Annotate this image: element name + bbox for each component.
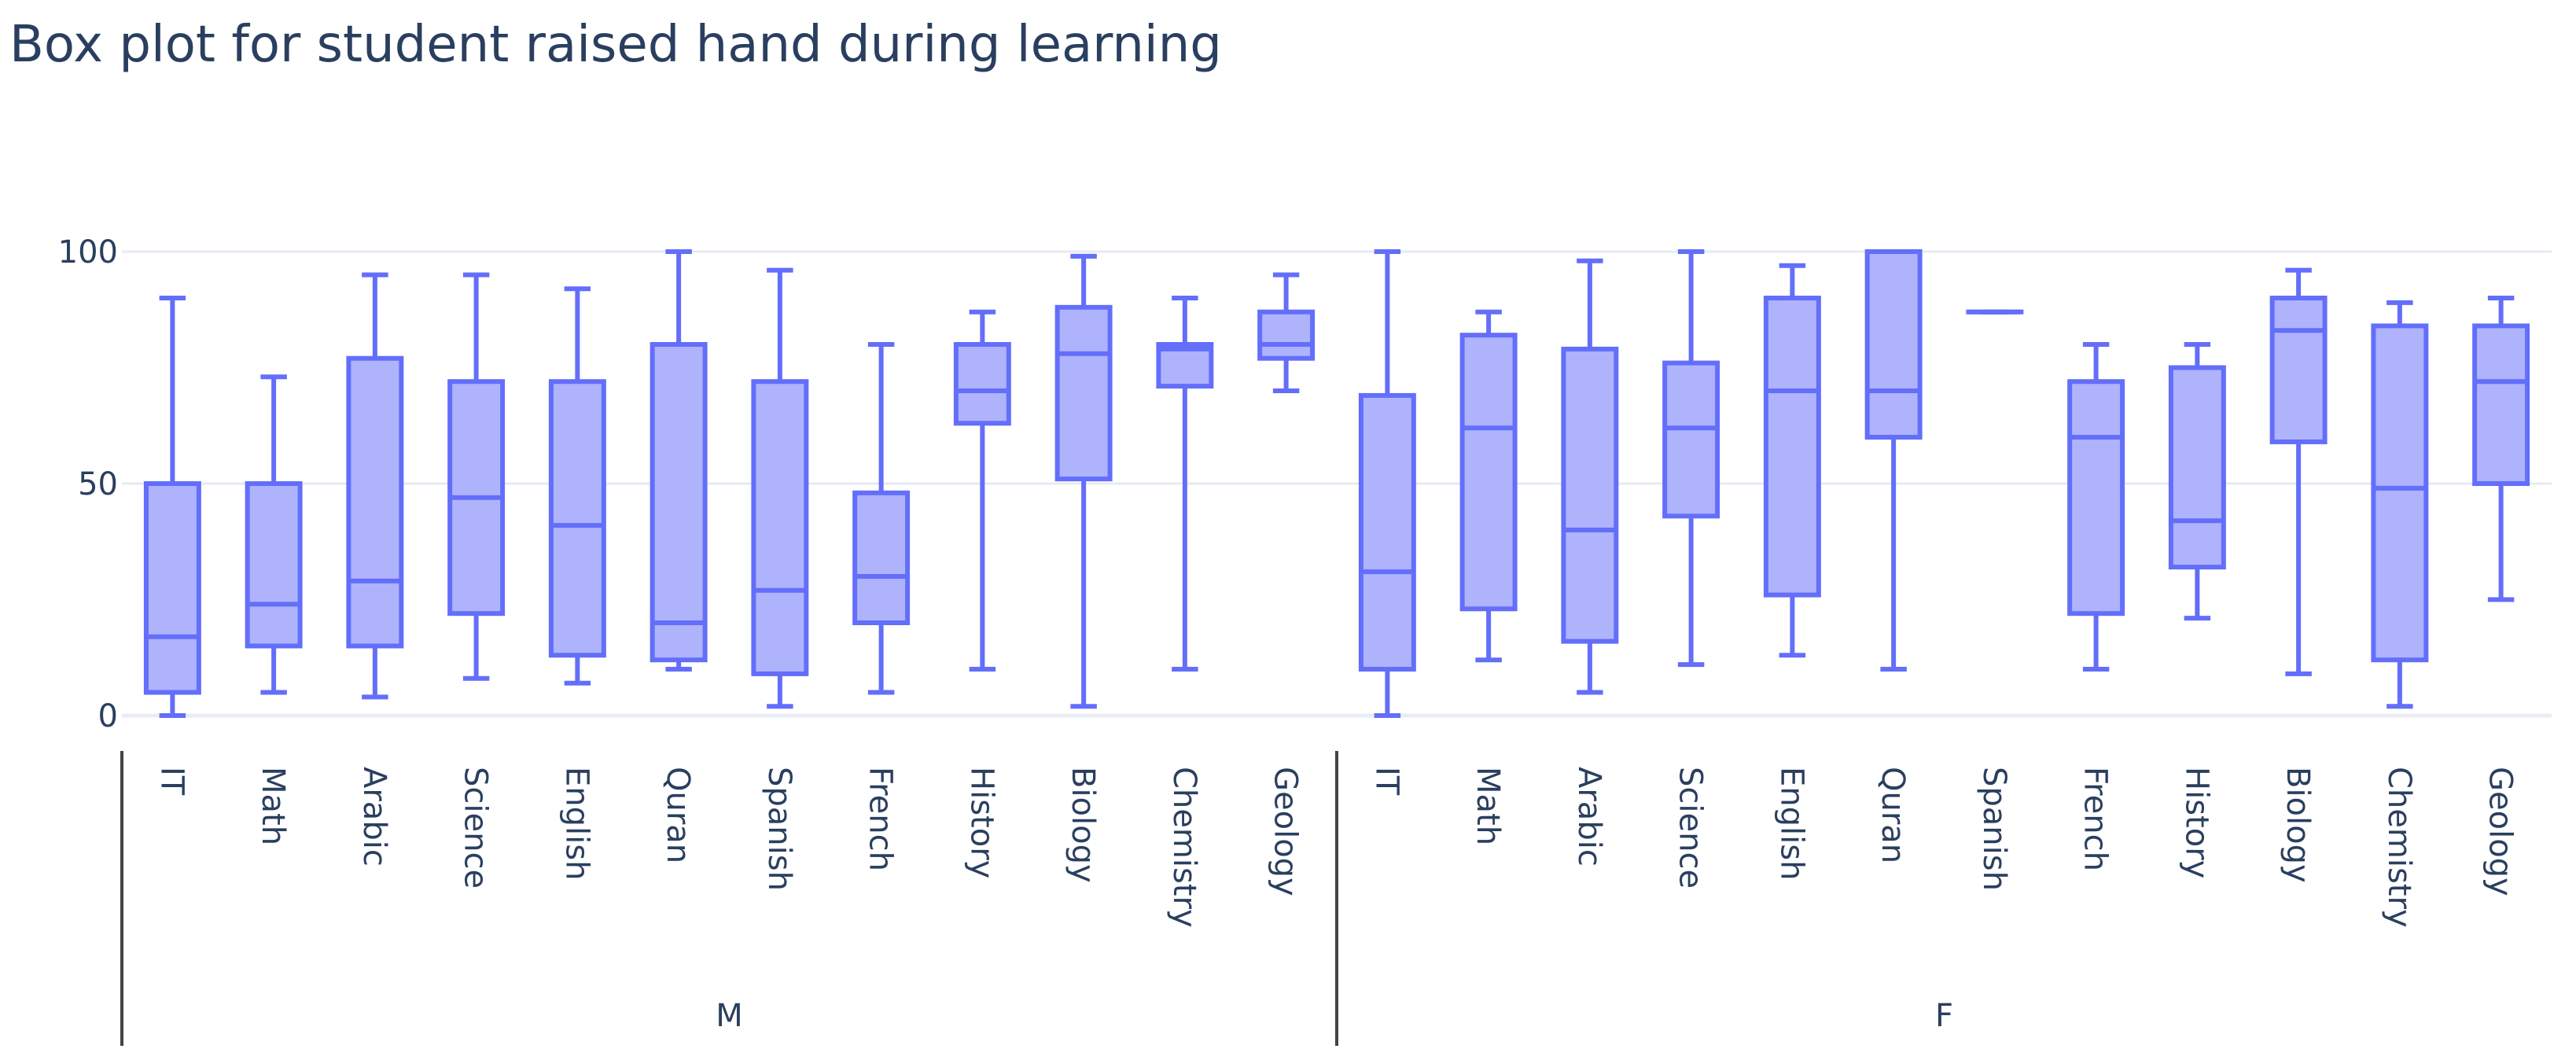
box-iqr	[1358, 392, 1416, 672]
box-F-chemistry	[2371, 300, 2429, 709]
x-tick-label: Math	[255, 767, 291, 845]
box-iqr	[751, 379, 809, 676]
x-tick-label: Quran	[660, 767, 696, 863]
x-tick-label: Spanish	[761, 767, 797, 891]
box-layer	[143, 249, 2530, 718]
box-M-english	[548, 286, 606, 686]
box-M-spanish	[751, 267, 809, 709]
chart-title: Box plot for student raised hand during …	[9, 16, 1222, 74]
box-iqr	[1561, 346, 1619, 644]
box-iqr	[2371, 323, 2429, 663]
x-axis: IT Math Arabic Science English Quran Spanish Fr…	[120, 751, 2519, 1046]
box-iqr	[953, 342, 1011, 426]
y-tick-label: 100	[58, 234, 118, 271]
x-tick-label: Math	[1470, 767, 1506, 845]
x-tick-label: Quran	[1875, 767, 1911, 863]
x-tick-label: Spanish	[1976, 767, 2012, 891]
box-M-biology	[1054, 253, 1113, 709]
x-tick-label: Arabic	[356, 767, 392, 867]
box-iqr	[1459, 333, 1518, 612]
box-M-history	[953, 309, 1011, 672]
group-label: F	[1935, 998, 1953, 1034]
box-iqr	[1257, 309, 1316, 361]
box-iqr	[650, 342, 708, 663]
box-iqr	[346, 355, 404, 649]
box-iqr	[2067, 379, 2125, 616]
box-iqr	[143, 481, 201, 695]
x-tick-label: IT	[153, 767, 190, 796]
box-M-chemistry	[1156, 296, 1214, 672]
box-iqr	[245, 481, 303, 649]
x-tick-label: History	[963, 767, 999, 878]
x-tick-label: Science	[458, 767, 494, 889]
y-tick-label: 0	[98, 698, 118, 734]
box-iqr	[1763, 296, 1821, 598]
box-F-biology	[2269, 267, 2328, 676]
y-tick-label: 50	[78, 466, 118, 502]
box-iqr	[2168, 365, 2226, 570]
x-tick-label: English	[558, 767, 594, 880]
grid-layer: 0 50 100	[58, 234, 2552, 734]
box-F-science	[1662, 249, 1720, 668]
box-F-math	[1459, 309, 1518, 663]
box-iqr	[852, 490, 911, 625]
box-iqr	[2472, 323, 2530, 486]
x-tick-label: Science	[1673, 767, 1709, 889]
x-tick-label: French	[863, 767, 899, 871]
box-F-geology	[2472, 296, 2530, 602]
box-M-arabic	[346, 272, 404, 700]
x-tick-label: Chemistry	[2381, 767, 2417, 928]
box-iqr	[1054, 304, 1113, 482]
x-tick-label: English	[1773, 767, 1809, 880]
box-F-arabic	[1561, 258, 1619, 695]
box-M-math	[245, 374, 303, 695]
box-F-history	[2168, 342, 2226, 621]
box-F-french	[2067, 342, 2125, 672]
group-label: M	[716, 998, 743, 1034]
x-tick-label: Biology	[2280, 767, 2316, 883]
x-tick-label: Geology	[2482, 767, 2519, 896]
box-M-it	[143, 296, 201, 718]
x-tick-label: Chemistry	[1166, 767, 1202, 928]
box-iqr	[1864, 249, 1923, 440]
box-M-french	[852, 342, 911, 695]
box-M-geology	[1257, 272, 1316, 393]
box-iqr	[548, 379, 606, 658]
box-F-english	[1763, 263, 1821, 658]
box-iqr	[1662, 360, 1720, 519]
box-iqr	[2269, 296, 2328, 444]
x-tick-label: History	[2178, 767, 2214, 878]
x-tick-label: Geology	[1268, 767, 1304, 896]
x-tick-label: Arabic	[1571, 767, 1607, 867]
box-F-quran	[1864, 249, 1923, 672]
x-tick-label: French	[2077, 767, 2114, 871]
x-tick-label: Biology	[1065, 767, 1101, 883]
box-F-it	[1358, 249, 1416, 718]
box-M-science	[447, 272, 506, 681]
box-M-quran	[650, 249, 708, 672]
x-tick-label: IT	[1368, 767, 1404, 796]
